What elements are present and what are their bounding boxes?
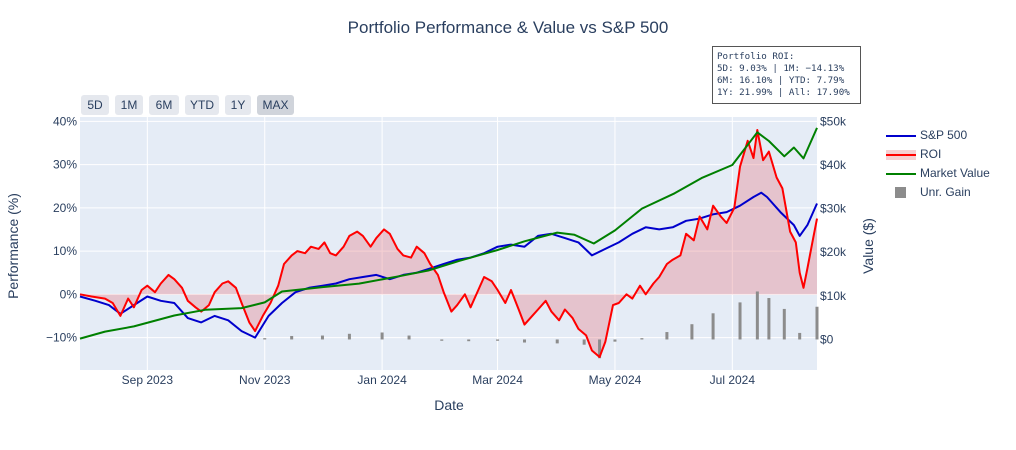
unrealized-gain-bar xyxy=(407,335,411,340)
unrealized-gain-bar xyxy=(440,339,444,341)
range-button-5d[interactable]: 5D xyxy=(81,95,109,115)
y2-tick-label: $20k xyxy=(820,245,847,259)
unrealized-gain-bar xyxy=(640,338,644,340)
y-tick-label: 40% xyxy=(53,114,77,128)
unrealized-gain-bar xyxy=(690,324,694,340)
x-axis-title: Date xyxy=(434,397,464,413)
bars xyxy=(263,291,819,359)
y2-axis-title: Value ($) xyxy=(860,218,876,274)
y-tick-label: 30% xyxy=(53,158,77,172)
unrealized-gain-bar xyxy=(798,332,802,340)
legend-label: Market Value xyxy=(920,166,990,180)
x-tick-label: Mar 2024 xyxy=(472,373,523,387)
legend-label: ROI xyxy=(920,147,942,161)
range-button-1m[interactable]: 1M xyxy=(115,95,143,115)
unrealized-gain-bar xyxy=(290,335,294,340)
series-lines xyxy=(79,127,818,358)
roi-annotation-line: 5D: 9.03% | 1M: −14.13% xyxy=(717,63,845,74)
unrealized-gain-bar xyxy=(347,333,351,340)
x-tick-label: Jan 2024 xyxy=(357,373,407,387)
unrealized-gain-bar xyxy=(523,339,527,343)
unrealized-gain-bar xyxy=(380,332,384,340)
market-value-line xyxy=(79,127,818,340)
unrealized-gain-bar xyxy=(613,339,617,342)
unrealized-gain-bar xyxy=(711,313,715,340)
legend-swatch-line xyxy=(886,173,916,175)
x-tick-label: Jul 2024 xyxy=(710,373,756,387)
unrealized-gain-bar xyxy=(555,339,559,344)
unrealized-gain-bar xyxy=(598,339,602,359)
chart-title: Portfolio Performance & Value vs S&P 500 xyxy=(348,18,669,37)
y2-tick-label: $0 xyxy=(820,332,834,346)
legend-item-unrealized-gain[interactable]: Unr. Gain xyxy=(886,183,990,202)
unrealized-gain-bar xyxy=(496,339,500,341)
y2-tick-label: $10k xyxy=(820,289,847,303)
legend: S&P 500 ROI Market Value Unr. Gain xyxy=(886,126,990,202)
unrealized-gain-bar xyxy=(582,339,586,345)
unrealized-gain-bar xyxy=(320,335,324,340)
y2-tick-label: $40k xyxy=(820,158,847,172)
legend-swatch-bar xyxy=(895,187,906,198)
range-button-max[interactable]: MAX xyxy=(257,95,294,115)
y-tick-label: 0% xyxy=(60,287,78,301)
x-tick-label: Nov 2023 xyxy=(239,373,291,387)
legend-item-roi[interactable]: ROI xyxy=(886,145,990,164)
y-tick-label: −10% xyxy=(46,331,77,345)
roi-line xyxy=(79,129,818,358)
y2-tick-label: $30k xyxy=(820,202,847,216)
roi-annotation-line: 1Y: 21.99% | All: 17.90% xyxy=(717,87,850,98)
legend-swatch-line xyxy=(886,135,916,137)
unrealized-gain-bar xyxy=(263,338,267,340)
y2-tick-label: $50k xyxy=(820,114,847,128)
range-button-6m[interactable]: 6M xyxy=(149,95,179,115)
unrealized-gain-bar xyxy=(767,298,771,340)
unrealized-gain-bar xyxy=(755,291,759,340)
y-tick-label: 20% xyxy=(53,201,77,215)
roi-annotation-line: 6M: 16.10% | YTD: 7.79% xyxy=(717,75,845,86)
legend-label: Unr. Gain xyxy=(920,185,971,199)
x-tick-label: Sep 2023 xyxy=(122,373,174,387)
roi-annotation-box: Portfolio ROI: 5D: 9.03% | 1M: −14.13% 6… xyxy=(712,46,861,104)
legend-item-sp500[interactable]: S&P 500 xyxy=(886,126,990,145)
unrealized-gain-bar xyxy=(467,339,471,342)
tick-labels: −10% 0% 10% 20% 30% 40% Sep 2023 Nov 2023 Jan 20… xyxy=(46,114,847,387)
range-button-ytd[interactable]: YTD xyxy=(185,95,219,115)
roi-annotation-line: Portfolio ROI: xyxy=(717,51,795,62)
unrealized-gain-bar xyxy=(738,302,742,340)
x-tick-label: May 2024 xyxy=(589,373,642,387)
unrealized-gain-bar xyxy=(815,306,819,340)
unrealized-gain-bar xyxy=(782,308,786,340)
unrealized-gain-bar xyxy=(665,332,669,340)
legend-swatch-area xyxy=(886,150,916,160)
range-button-1y[interactable]: 1Y xyxy=(225,95,251,115)
y-axis-title: Performance (%) xyxy=(5,193,21,299)
roi-area-fill xyxy=(80,130,817,357)
legend-item-market-value[interactable]: Market Value xyxy=(886,164,990,183)
area-fills xyxy=(80,130,817,357)
y-tick-label: 10% xyxy=(53,244,77,258)
legend-label: S&P 500 xyxy=(920,128,968,142)
plot-background xyxy=(80,117,817,370)
